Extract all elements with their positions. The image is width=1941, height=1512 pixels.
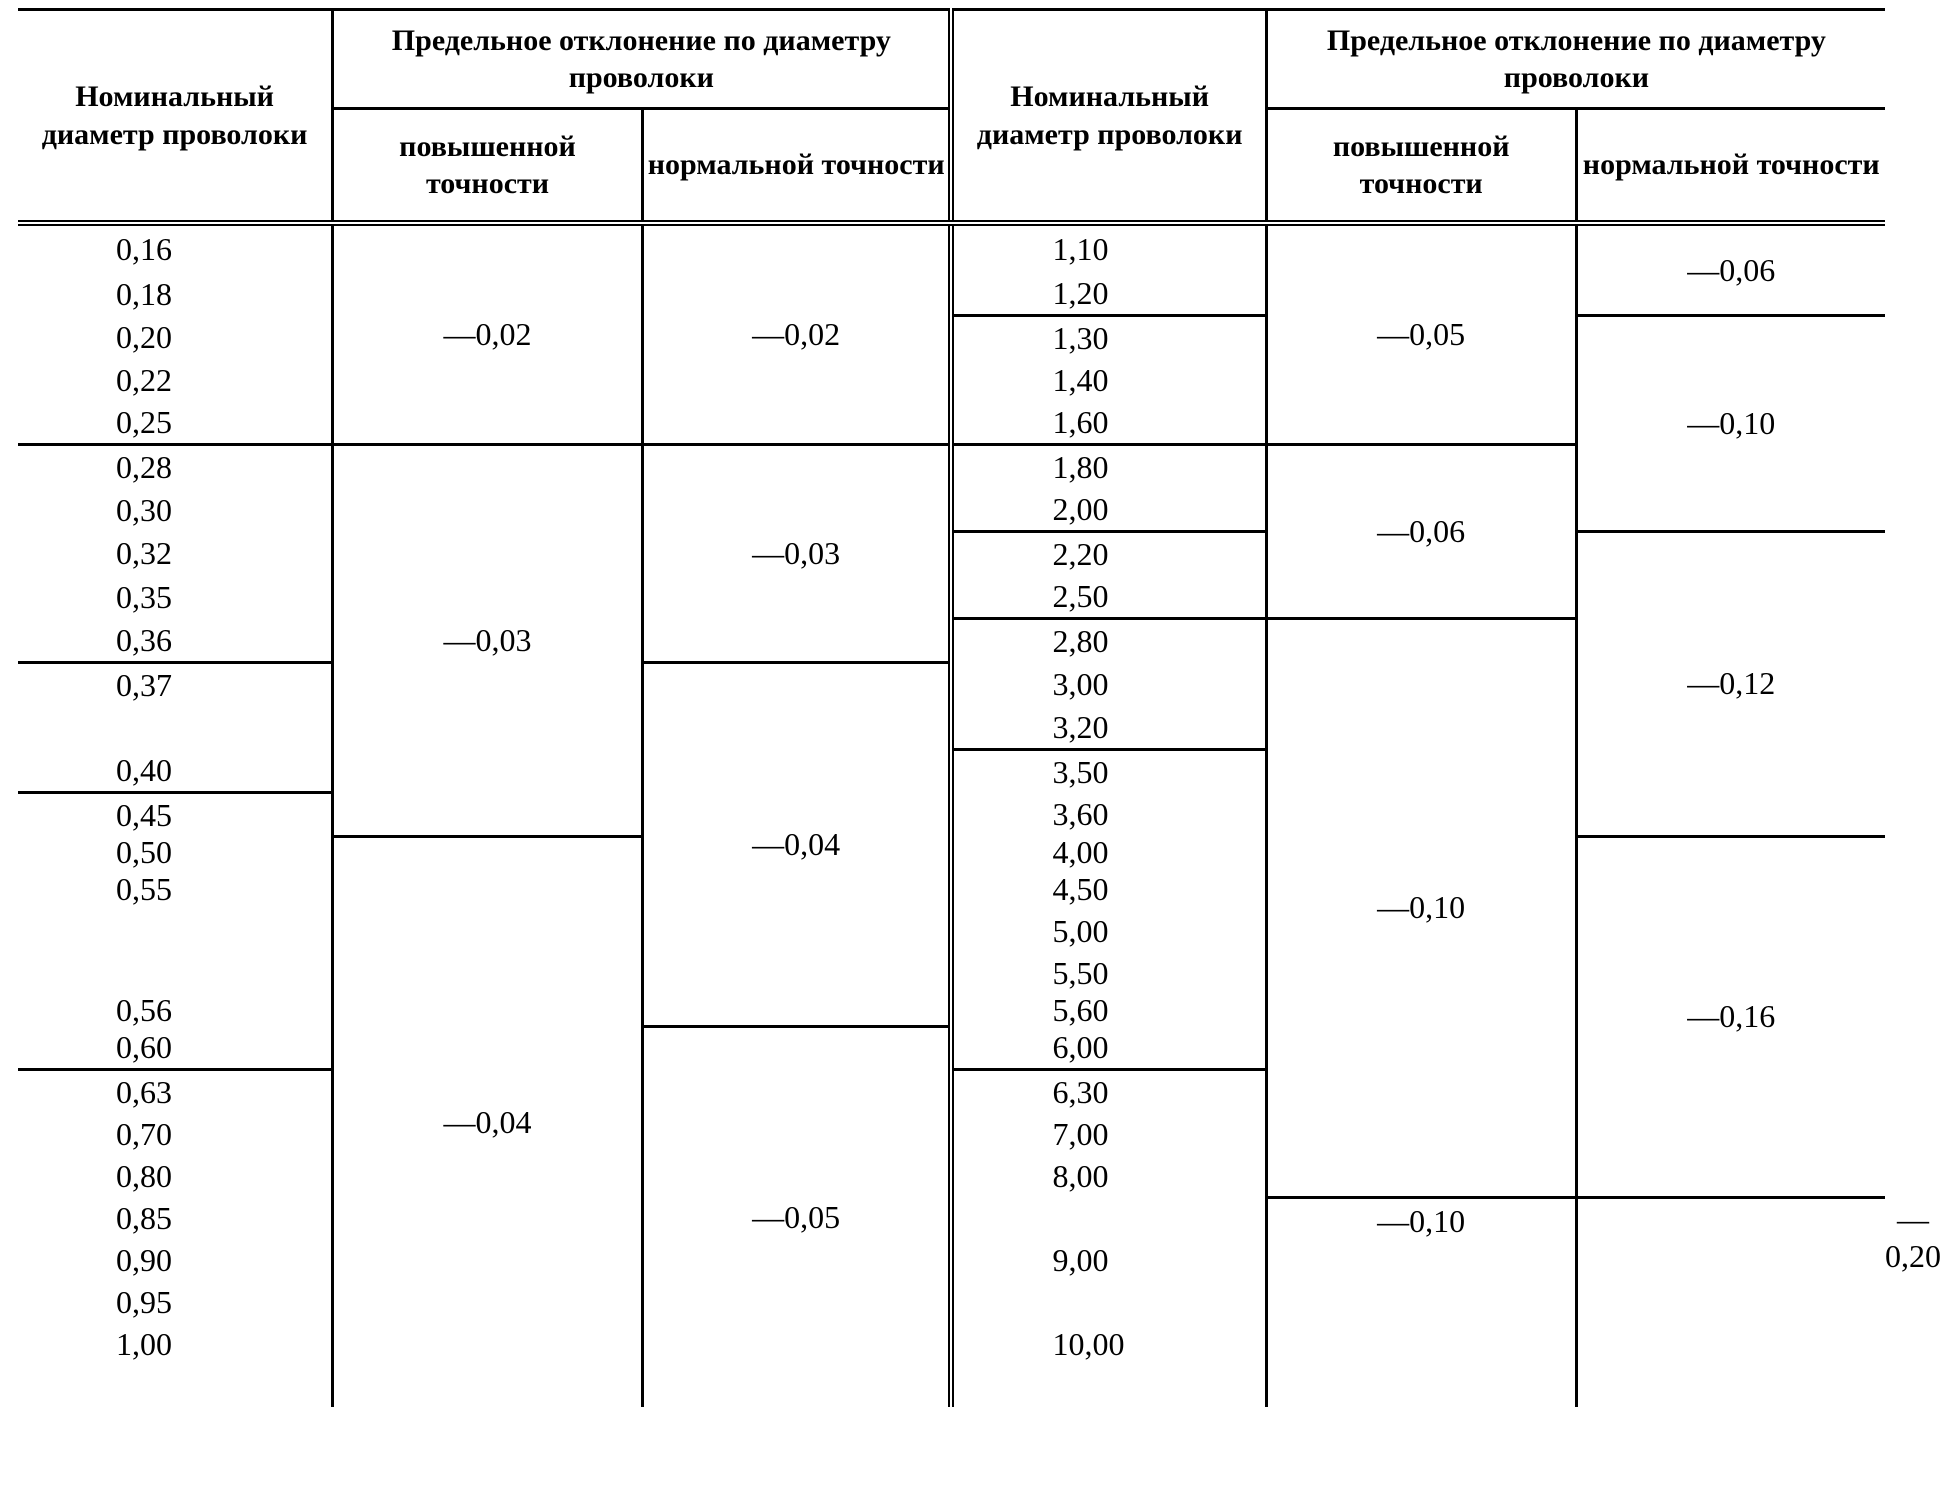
nominal-left: 0,35 (18, 575, 333, 619)
dev-high-right: —0,10 (1266, 619, 1576, 1198)
nominal-left: 0,40 (18, 749, 333, 793)
nominal-left-empty (18, 910, 333, 952)
nominal-right: 3,60 (951, 793, 1266, 837)
nominal-right: 10,00 (951, 1323, 1266, 1365)
nominal-left: 0,60 (18, 1026, 333, 1070)
nominal-right-empty (951, 1281, 1266, 1323)
nominal-right: 3,20 (951, 706, 1266, 750)
nominal-left: 0,70 (18, 1113, 333, 1155)
nominal-left: 0,18 (18, 272, 333, 316)
nominal-right: 6,00 (951, 1026, 1266, 1070)
dev-high-left: —0,02 (333, 223, 643, 445)
nominal-left: 0,37 (18, 662, 333, 706)
nominal-right: 2,20 (951, 532, 1266, 576)
nominal-right: 1,20 (951, 272, 1266, 316)
col-normal-precision-2: нормальной точности (1576, 109, 1885, 224)
nominal-left: 0,20 (18, 316, 333, 360)
nominal-right: 9,00 (951, 1239, 1266, 1281)
dev-normal-right: —0,16 (1576, 836, 1885, 1197)
dev-normal-left: —0,03 (642, 445, 951, 663)
table-row: 0,32 2,20 —0,12 (18, 532, 1941, 576)
nominal-right: 5,60 (951, 994, 1266, 1026)
dev-normal-left: —0,05 (642, 1026, 951, 1407)
table-row: 0,85 —0,10 (18, 1197, 1941, 1239)
col-deviation-group-1: Предельное отклонение по диаметру провол… (333, 10, 952, 109)
dev-normal-left: —0,02 (642, 223, 951, 445)
nominal-left-empty (18, 952, 333, 994)
nominal-left: 0,80 (18, 1155, 333, 1197)
dev-high-right: —0,10 (1266, 1197, 1576, 1407)
dev-high-left: —0,04 (333, 836, 643, 1407)
dev-high-right: —0,06 (1266, 445, 1576, 619)
nominal-left: 0,85 (18, 1197, 333, 1239)
nominal-right: 1,40 (951, 359, 1266, 401)
nominal-right-empty (951, 1197, 1266, 1239)
nominal-left: 0,56 (18, 994, 333, 1026)
nominal-left: 0,25 (18, 401, 333, 445)
dev-high-left: —0,03 (333, 445, 643, 837)
nominal-right: 6,30 (951, 1070, 1266, 1114)
dev-normal-right: —0,12 (1576, 532, 1885, 837)
nominal-left: 0,22 (18, 359, 333, 401)
nominal-right: 3,50 (951, 749, 1266, 793)
nominal-left: 0,32 (18, 532, 333, 576)
nominal-left: 0,30 (18, 488, 333, 532)
col-high-precision-1: повышенной точности (333, 109, 643, 224)
nominal-left: 1,00 (18, 1323, 333, 1365)
dev-normal-right: —0,06 (1576, 223, 1885, 316)
col-deviation-group-2: Предельное отклонение по диаметру провол… (1266, 10, 1885, 109)
nominal-right: 7,00 (951, 1113, 1266, 1155)
nominal-right: 2,50 (951, 575, 1266, 619)
col-high-precision-2: повышенной точности (1266, 109, 1576, 224)
table-row: 0,95 (18, 1281, 1941, 1323)
table-row: 1,00 10,00 (18, 1323, 1941, 1365)
nominal-right: 1,80 (951, 445, 1266, 489)
table-row: 0,16 —0,02 —0,02 1,10 —0,05 —0,06 (18, 223, 1941, 272)
dev-normal-right: —0,20 (1885, 1070, 1941, 1408)
col-nominal-2: Номинальный диаметр проволоки (951, 10, 1266, 224)
nominal-right: 4,00 (951, 836, 1266, 868)
table-header-row-1: Номинальный диаметр проволоки Предельное… (18, 10, 1941, 109)
nominal-left: 0,50 (18, 836, 333, 868)
table-row: 0,20 1,30 —0,10 (18, 316, 1941, 360)
nominal-right: 5,50 (951, 952, 1266, 994)
nominal-right: 5,00 (951, 910, 1266, 952)
nominal-left: 0,90 (18, 1239, 333, 1281)
nominal-left: 0,55 (18, 868, 333, 910)
nominal-right: 1,30 (951, 316, 1266, 360)
nominal-left: 0,36 (18, 619, 333, 663)
tolerance-table: Номинальный диаметр проволоки Предельное… (18, 8, 1941, 1407)
nominal-left: 0,45 (18, 793, 333, 837)
nominal-right: 2,00 (951, 488, 1266, 532)
table-row (18, 1365, 1941, 1407)
nominal-right: 3,00 (951, 662, 1266, 706)
nominal-left: 0,63 (18, 1070, 333, 1114)
nominal-right: 1,10 (951, 223, 1266, 272)
nominal-right: 2,80 (951, 619, 1266, 663)
dev-normal-left: —0,04 (642, 662, 951, 1026)
dev-high-right: —0,05 (1266, 223, 1576, 445)
dev-normal-right: —0,10 (1576, 316, 1885, 532)
nominal-right: 1,60 (951, 401, 1266, 445)
table-row: 0,90 9,00 (18, 1239, 1941, 1281)
nominal-right: 8,00 (951, 1155, 1266, 1197)
nominal-left: 0,28 (18, 445, 333, 489)
nominal-left: 0,95 (18, 1281, 333, 1323)
nominal-right: 4,50 (951, 868, 1266, 910)
nominal-left: 0,16 (18, 223, 333, 272)
col-normal-precision-1: нормальной точности (642, 109, 951, 224)
col-nominal-1: Номинальный диаметр проволоки (18, 10, 333, 224)
nominal-left-empty (18, 706, 333, 750)
